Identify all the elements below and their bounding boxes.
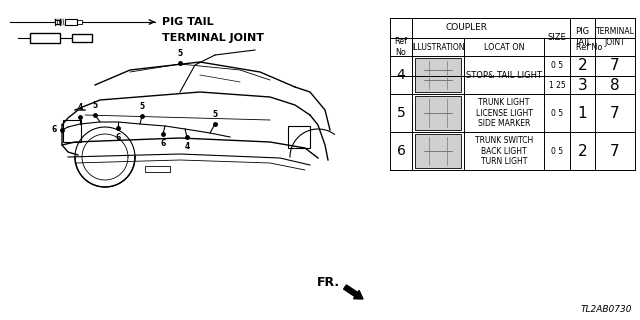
Text: 1 25: 1 25 — [548, 81, 565, 90]
Text: TERMINAL
JOINT: TERMINAL JOINT — [596, 27, 634, 47]
Text: TRUNK LIGHT
LICENSE LIGHT
SIDE MARKER: TRUNK LIGHT LICENSE LIGHT SIDE MARKER — [476, 98, 532, 128]
Text: 4: 4 — [397, 68, 405, 82]
Text: TERMINAL JOINT: TERMINAL JOINT — [162, 33, 264, 43]
Text: 7: 7 — [610, 59, 620, 74]
Text: 0 5: 0 5 — [551, 108, 563, 117]
Text: 7: 7 — [610, 106, 620, 121]
Text: 2: 2 — [578, 59, 588, 74]
Text: 5: 5 — [140, 102, 145, 111]
Text: 6: 6 — [161, 139, 166, 148]
Text: 5: 5 — [397, 106, 405, 120]
Bar — [65, 19, 77, 25]
Bar — [415, 58, 461, 92]
Text: TRUNK SWITCH
BACK LIGHT
TURN LIGHT: TRUNK SWITCH BACK LIGHT TURN LIGHT — [475, 136, 533, 166]
Bar — [415, 134, 461, 168]
Text: STOP& TAIL LIGHT: STOP& TAIL LIGHT — [466, 70, 542, 79]
FancyArrow shape — [344, 285, 363, 299]
Text: PIG
TAIL: PIG TAIL — [574, 27, 591, 47]
Bar — [288, 126, 310, 148]
Text: LOCAT ON: LOCAT ON — [484, 43, 524, 52]
Text: ILLUSTRATION: ILLUSTRATION — [412, 43, 465, 52]
Text: TL2AB0730: TL2AB0730 — [580, 305, 632, 314]
Bar — [30, 33, 60, 43]
Bar — [77, 20, 82, 24]
Text: 5: 5 — [177, 49, 182, 58]
Text: FR.: FR. — [317, 276, 340, 289]
Text: 5: 5 — [212, 110, 218, 119]
Text: 6: 6 — [115, 133, 120, 142]
Text: 2: 2 — [578, 143, 588, 158]
Text: Ref
No: Ref No — [394, 37, 408, 57]
Text: 6: 6 — [52, 125, 57, 134]
Bar — [63, 120, 81, 142]
Bar — [72, 34, 92, 42]
Text: PIG TAIL: PIG TAIL — [162, 17, 214, 27]
Text: Ref No: Ref No — [576, 43, 603, 52]
Text: 3: 3 — [578, 77, 588, 92]
Text: 5: 5 — [92, 101, 97, 110]
Text: SIZE: SIZE — [548, 33, 566, 42]
Text: 1: 1 — [578, 106, 588, 121]
Bar — [415, 96, 461, 130]
Text: 0 5: 0 5 — [551, 147, 563, 156]
Bar — [145, 166, 170, 172]
Text: 4: 4 — [77, 103, 83, 112]
Text: COUPLER: COUPLER — [446, 23, 488, 33]
Text: 8: 8 — [610, 77, 620, 92]
Text: 6: 6 — [397, 144, 405, 158]
Text: 0 5: 0 5 — [551, 61, 563, 70]
Text: 7: 7 — [610, 143, 620, 158]
Text: 4: 4 — [184, 142, 189, 151]
